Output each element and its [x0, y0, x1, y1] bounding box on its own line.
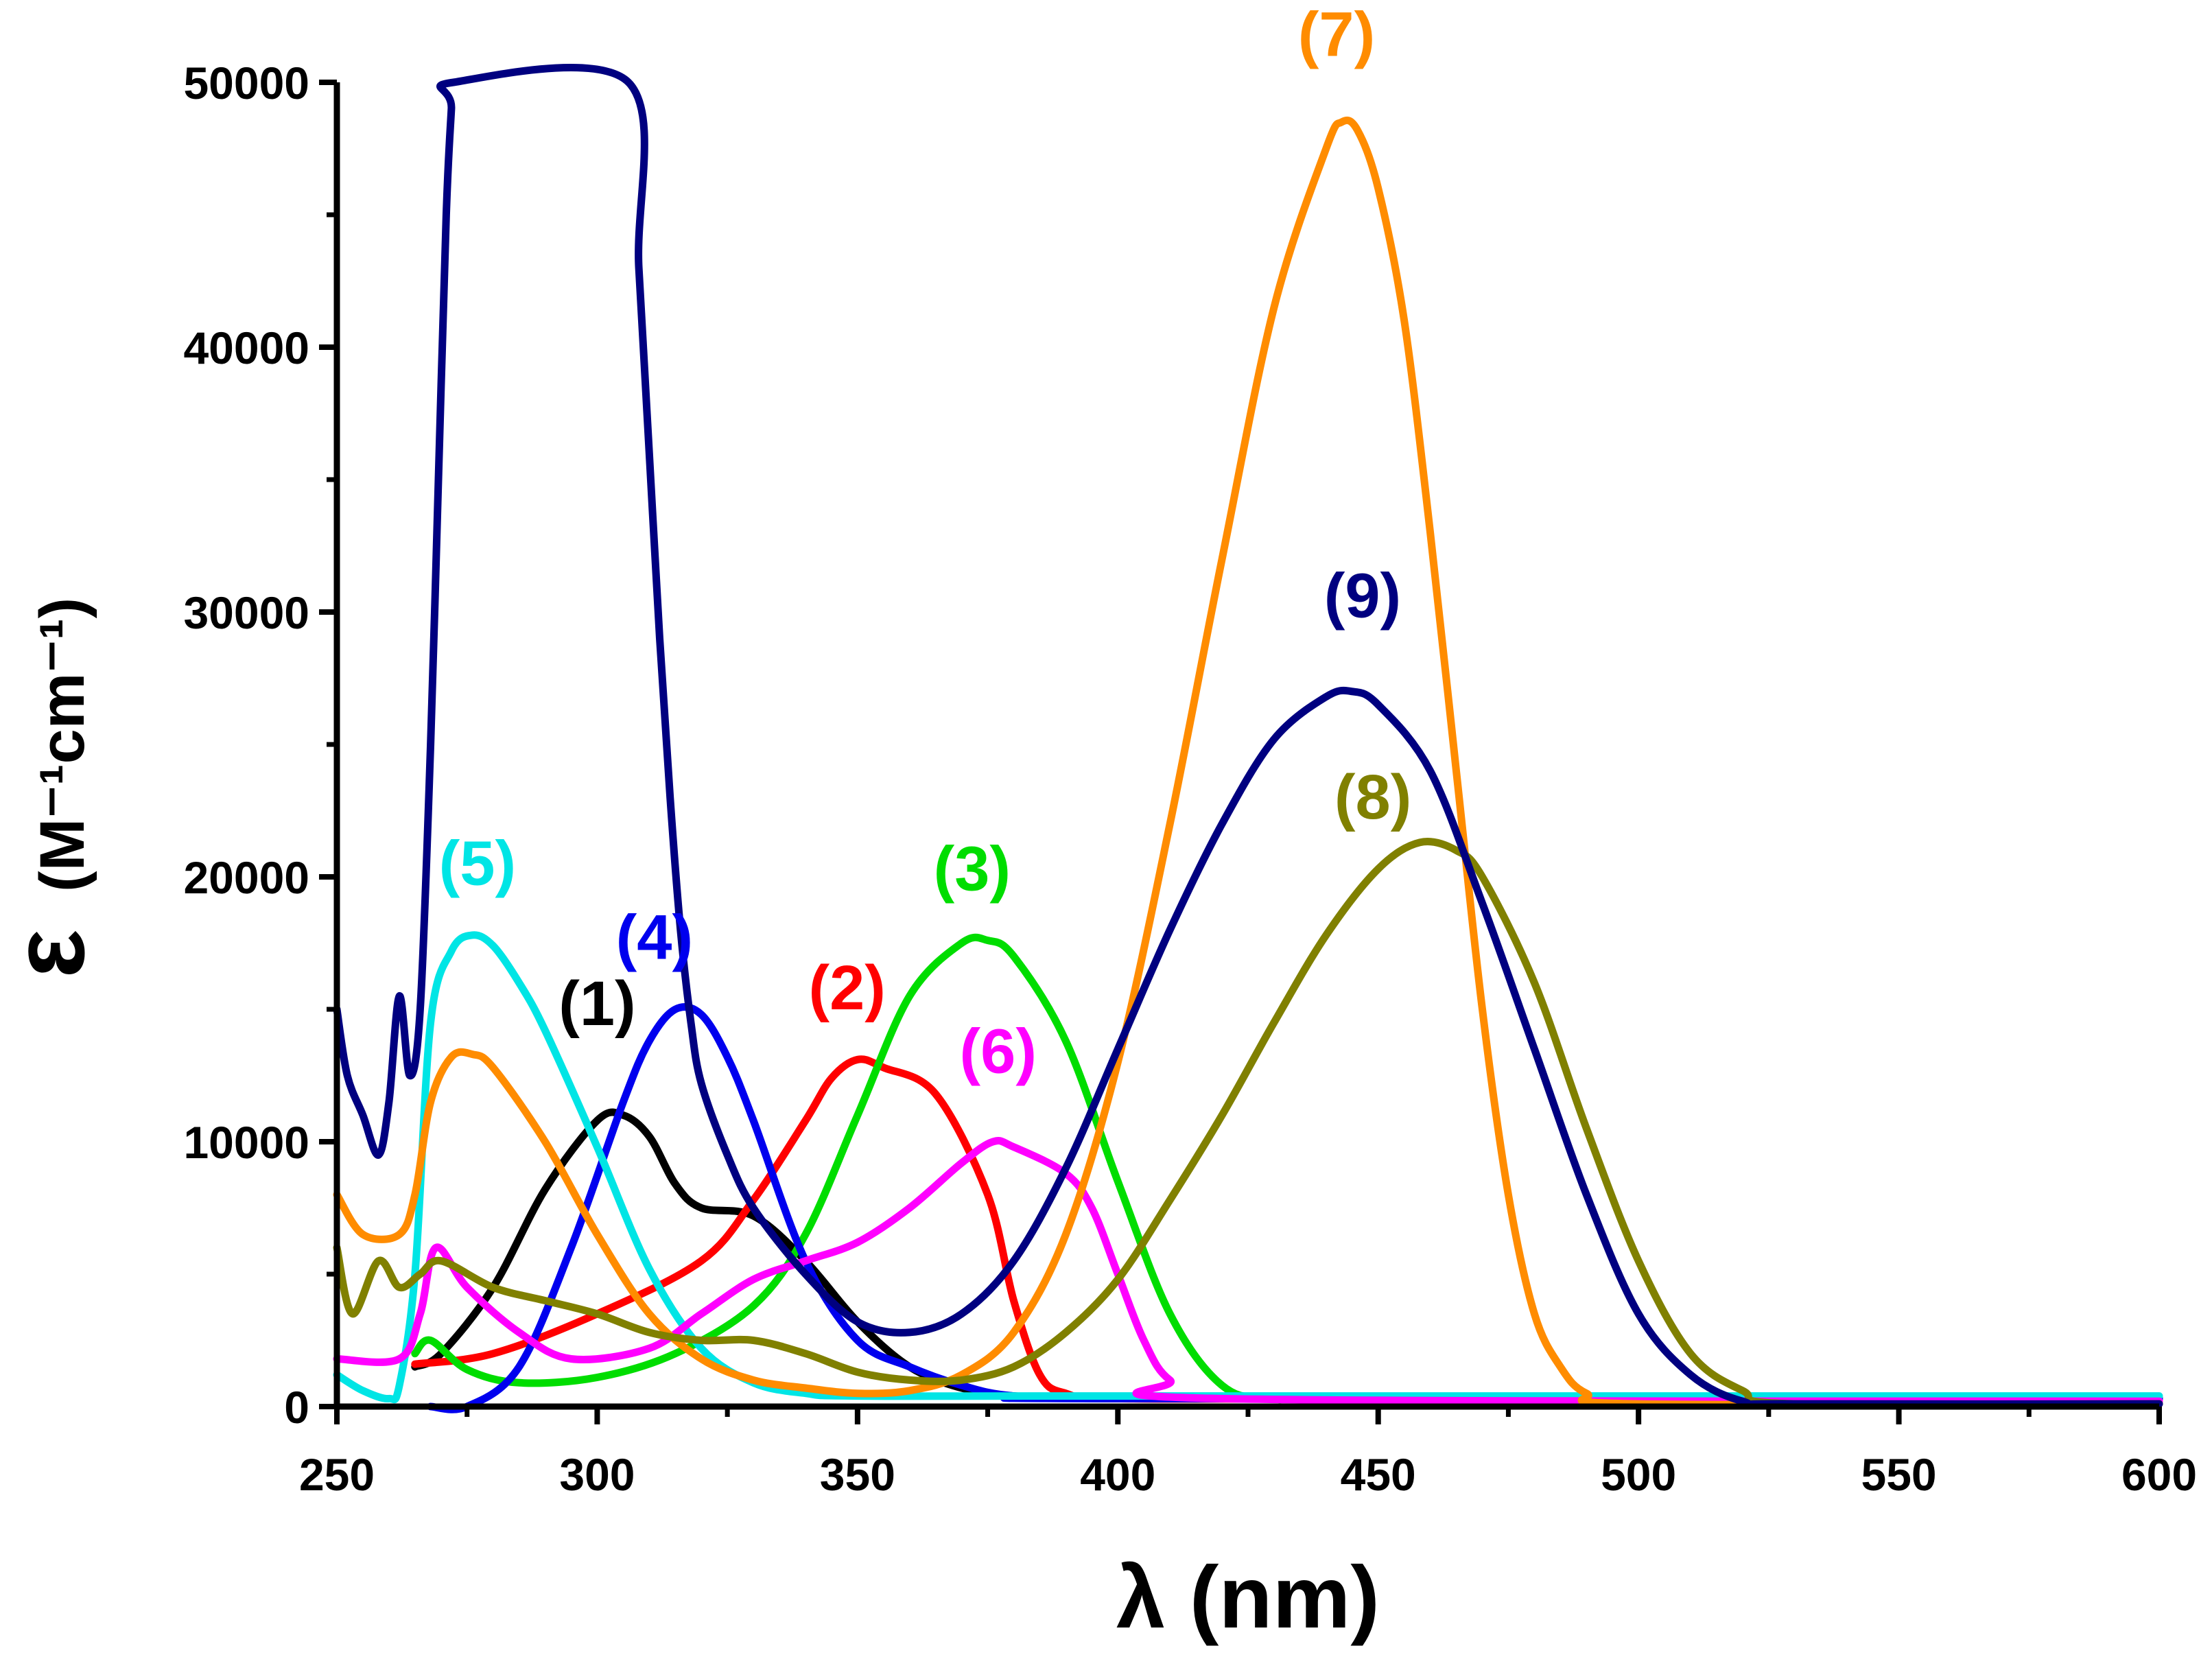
series-label-4: (4) [616, 903, 693, 973]
y-axis-unit: (M⁻¹cm⁻¹) [27, 598, 97, 892]
y-tick-label: 10000 [183, 1117, 309, 1168]
y-tick-label: 40000 [183, 322, 309, 373]
y-axis-title: ε (M⁻¹cm⁻¹) [0, 598, 106, 978]
series-line-7 [333, 116, 2163, 1409]
x-axis-title: λ (nm) [1116, 1549, 1380, 1647]
x-tick-label: 250 [299, 1449, 375, 1500]
series-label-6: (6) [960, 1017, 1037, 1087]
series-label-2: (2) [808, 953, 885, 1023]
series-label-1: (1) [558, 969, 635, 1039]
curves-group [333, 64, 2163, 1413]
y-tick-label: 20000 [183, 852, 309, 903]
x-tick-label: 450 [1341, 1449, 1416, 1500]
ticks-group: 250 300 350 400 450 500 550 600 0 10000 20000 30000… [183, 58, 2197, 1500]
series-label-9: (9) [1324, 561, 1401, 631]
plot-area: 250 300 350 400 450 500 550 600 0 10000 20000 30000… [183, 0, 2197, 1500]
x-tick-label: 550 [1861, 1449, 1937, 1500]
series-label-5: (5) [439, 829, 516, 899]
x-tick-label: 300 [559, 1449, 635, 1500]
series-label-7: (7) [1298, 0, 1375, 69]
x-tick-label: 600 [2121, 1449, 2197, 1500]
series-line-2 [411, 1055, 2163, 1403]
series-line-6 [333, 1136, 2163, 1405]
y-tick-label: 0 [284, 1382, 309, 1433]
series-labels-group: (1) (2) (3) (4) (5) (6) (7) (8) (9) [439, 0, 1412, 1087]
series-label-8: (8) [1334, 762, 1411, 832]
series-label-3: (3) [934, 834, 1011, 904]
x-tick-label: 400 [1080, 1449, 1155, 1500]
y-tick-label: 50000 [183, 58, 309, 108]
series-line-8 [333, 838, 2163, 1409]
y-axis-symbol: ε [0, 929, 106, 978]
x-tick-label: 500 [1601, 1449, 1676, 1500]
y-tick-label: 30000 [183, 587, 309, 638]
x-tick-label: 350 [820, 1449, 895, 1500]
series-line-9 [333, 64, 2163, 1409]
